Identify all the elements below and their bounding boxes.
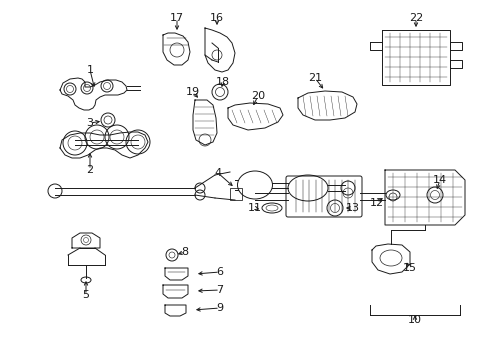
Text: 20: 20 <box>250 91 264 101</box>
Text: 11: 11 <box>247 203 262 213</box>
Text: 22: 22 <box>408 13 422 23</box>
Text: 21: 21 <box>307 73 322 83</box>
Text: 3: 3 <box>86 118 93 128</box>
Text: 8: 8 <box>181 247 188 257</box>
Text: 16: 16 <box>209 13 224 23</box>
Text: 5: 5 <box>82 290 89 300</box>
Text: 7: 7 <box>216 285 223 295</box>
Text: 17: 17 <box>170 13 183 23</box>
Text: 9: 9 <box>216 303 223 313</box>
Text: 13: 13 <box>346 203 359 213</box>
Text: 10: 10 <box>407 315 421 325</box>
Text: 4: 4 <box>214 168 221 178</box>
Text: 12: 12 <box>369 198 383 208</box>
Text: 19: 19 <box>185 87 200 97</box>
Text: 1: 1 <box>86 65 93 75</box>
Text: 6: 6 <box>216 267 223 277</box>
Text: 18: 18 <box>216 77 229 87</box>
Text: 2: 2 <box>86 165 93 175</box>
Text: 15: 15 <box>402 263 416 273</box>
Text: 14: 14 <box>432 175 446 185</box>
